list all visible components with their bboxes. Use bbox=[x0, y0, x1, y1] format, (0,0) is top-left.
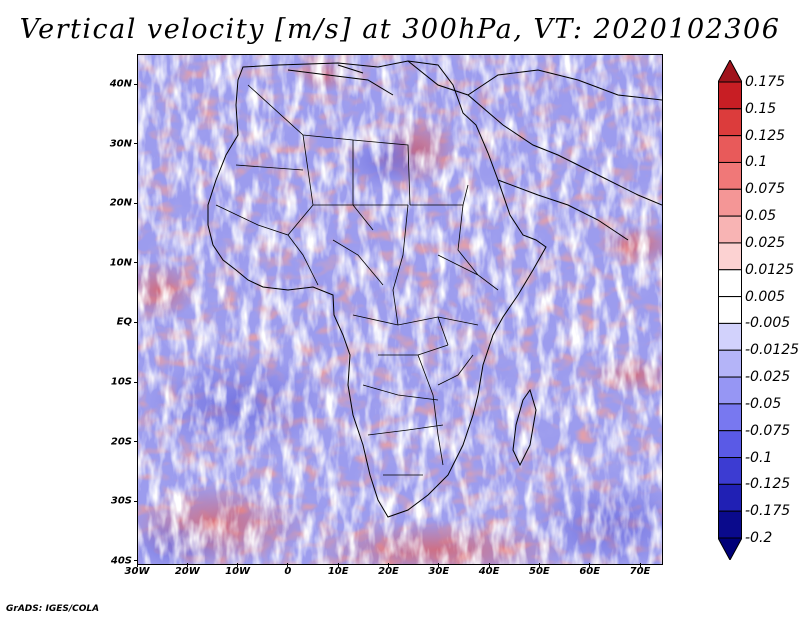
colorbar-segment bbox=[718, 188, 742, 217]
latitude-label: 40S bbox=[110, 555, 132, 567]
colorbar-segment bbox=[718, 483, 742, 512]
colorbar-segment bbox=[718, 403, 742, 432]
chart-title: Vertical velocity [m/s] at 300hPa, VT: 2… bbox=[19, 14, 781, 45]
colorbar-level-label: -0.125 bbox=[745, 476, 791, 493]
colorbar-level-label: 0.0125 bbox=[745, 261, 794, 278]
colorbar-level-label: 0.075 bbox=[745, 181, 786, 198]
longitude-tick bbox=[639, 563, 641, 567]
longitude-label: 60E bbox=[579, 566, 601, 577]
latitude-tick bbox=[134, 321, 138, 323]
latitude-label: 20S bbox=[110, 436, 132, 448]
latitude-tick bbox=[134, 83, 138, 85]
longitude-label: 40E bbox=[478, 566, 500, 577]
colorbar-level-label: -0.1 bbox=[745, 449, 773, 466]
colorbar-min-arrow bbox=[718, 537, 742, 560]
longitude-label: 50E bbox=[529, 566, 550, 577]
longitude-tick bbox=[488, 563, 490, 567]
longitude-label: 10E bbox=[327, 566, 349, 577]
longitude-label: 30E bbox=[428, 566, 450, 577]
colorbar-segment bbox=[718, 161, 742, 190]
colorbar-segment bbox=[718, 269, 742, 298]
latitude-label: 10N bbox=[109, 257, 132, 269]
longitude-tick bbox=[438, 563, 440, 567]
longitude-label: 20W bbox=[174, 566, 200, 577]
latitude-tick bbox=[134, 560, 138, 562]
longitude-label: 70E bbox=[629, 566, 651, 577]
colorbar-segment bbox=[718, 296, 742, 324]
colorbar-segment bbox=[718, 215, 742, 244]
latitude-label: 30N bbox=[109, 138, 132, 150]
colorbar-level-label: -0.2 bbox=[745, 530, 773, 546]
colorbar-level-label: -0.005 bbox=[745, 315, 791, 332]
colorbar-level-label: -0.075 bbox=[745, 422, 791, 439]
longitude-tick bbox=[388, 563, 389, 567]
latitude-tick bbox=[134, 381, 138, 383]
map-panel bbox=[137, 54, 663, 565]
colorbar-level-label: 0.175 bbox=[745, 74, 786, 90]
latitude-tick bbox=[134, 500, 138, 502]
grads-credit: GrADS: IGES/COLA bbox=[6, 604, 100, 614]
latitude-label: 40N bbox=[109, 78, 132, 90]
vertical-velocity-map bbox=[138, 55, 662, 564]
longitude-tick bbox=[136, 563, 138, 567]
longitude-label: 20E bbox=[378, 566, 399, 577]
longitude-tick bbox=[589, 563, 591, 567]
field-streaks bbox=[138, 55, 662, 564]
longitude-tick bbox=[237, 563, 239, 567]
colorbar-segment bbox=[718, 322, 742, 351]
country-borders bbox=[215, 84, 499, 476]
longitude-label: 0 bbox=[284, 566, 292, 577]
longitude-tick bbox=[538, 563, 540, 567]
colorbar-level-label: -0.175 bbox=[745, 503, 791, 520]
latitude-label: 10S bbox=[110, 376, 132, 388]
colorbar-level-label: 0.1 bbox=[745, 154, 768, 171]
latitude-label: 20N bbox=[109, 197, 132, 209]
colorbar-max-arrow bbox=[718, 60, 742, 83]
colorbar-segment bbox=[718, 457, 742, 485]
colorbar bbox=[718, 60, 742, 560]
longitude-label: 10W bbox=[225, 566, 251, 577]
latitude-tick bbox=[134, 143, 138, 145]
coastlines bbox=[207, 60, 662, 518]
colorbar-segment bbox=[718, 430, 742, 459]
longitude-tick bbox=[287, 563, 289, 567]
colorbar-level-label: 0.005 bbox=[745, 288, 786, 305]
latitude-label: 30S bbox=[110, 495, 132, 507]
colorbar-segment bbox=[718, 349, 742, 378]
longitude-tick bbox=[337, 563, 339, 567]
colorbar-level-label: -0.025 bbox=[745, 369, 791, 386]
colorbar-level-label: -0.05 bbox=[745, 395, 782, 412]
colorbar-segment bbox=[718, 81, 742, 110]
longitude-label: 30W bbox=[124, 566, 150, 577]
latitude-label: EQ bbox=[116, 316, 132, 328]
colorbar-level-label: -0.0125 bbox=[745, 342, 800, 359]
latitude-tick bbox=[134, 441, 138, 443]
longitude-tick bbox=[186, 563, 188, 567]
colorbar-segment bbox=[718, 242, 742, 271]
colorbar-segment bbox=[718, 510, 742, 539]
colorbar-segment bbox=[718, 376, 742, 405]
latitude-tick bbox=[134, 262, 138, 264]
colorbar-level-label: 0.15 bbox=[745, 100, 777, 117]
colorbar-level-label: 0.05 bbox=[745, 208, 777, 225]
latitude-tick bbox=[134, 202, 138, 204]
colorbar-level-label: 0.025 bbox=[745, 234, 786, 251]
colorbar-level-label: 0.125 bbox=[745, 127, 786, 144]
colorbar-segment bbox=[718, 108, 742, 137]
colorbar-segment bbox=[718, 135, 742, 163]
